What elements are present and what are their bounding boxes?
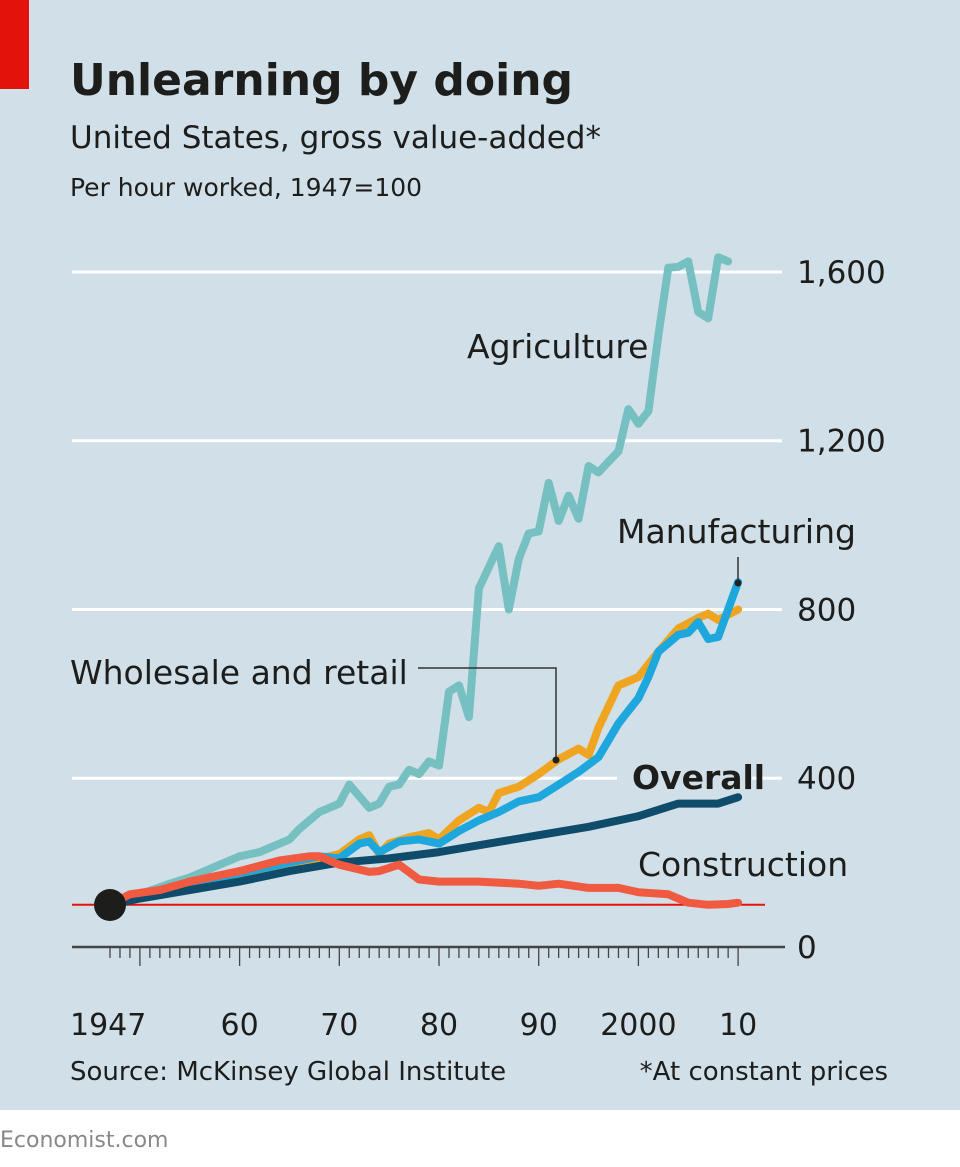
series-line-construction bbox=[106, 852, 743, 909]
x-tick-label: 10 bbox=[719, 1008, 757, 1043]
series-label-construction: Construction bbox=[638, 845, 848, 884]
y-tick-label: 400 bbox=[797, 761, 856, 797]
chart-subtitle: United States, gross value-added* bbox=[70, 120, 601, 156]
x-axis: 1947 60 70 80 90 2000 10 bbox=[70, 945, 785, 1043]
chart-title: Unlearning by doing bbox=[70, 55, 573, 106]
footnote: *At constant prices bbox=[640, 1057, 888, 1087]
wholesale-leader-line bbox=[418, 667, 557, 760]
accent-bar bbox=[0, 0, 29, 89]
series-label-wholesale: Wholesale and retail bbox=[70, 653, 408, 692]
y-tick-label: 800 bbox=[797, 592, 856, 628]
base-year-marker bbox=[94, 889, 126, 921]
wholesale-leader-dot bbox=[552, 756, 560, 764]
y-tick-label: 0 bbox=[797, 930, 817, 966]
source-note: Source: McKinsey Global Institute bbox=[70, 1057, 506, 1087]
x-tick-label: 1947 bbox=[70, 1008, 146, 1043]
x-tick-label: 70 bbox=[320, 1008, 358, 1043]
economist-footer: Economist.com bbox=[0, 1128, 168, 1153]
x-tick-label: 2000 bbox=[600, 1008, 676, 1043]
series-lines bbox=[106, 253, 743, 909]
series-label-manufacturing: Manufacturing bbox=[617, 512, 856, 551]
manufacturing-leader-dot bbox=[734, 579, 742, 587]
series-label-overall: Overall bbox=[632, 758, 765, 797]
y-axis-label: Per hour worked, 1947=100 bbox=[70, 173, 422, 202]
series-line-overall bbox=[106, 793, 743, 909]
x-tick-label: 80 bbox=[420, 1008, 458, 1043]
chart-background bbox=[0, 0, 960, 1110]
series-label-agriculture: Agriculture bbox=[467, 327, 648, 366]
series-line-agriculture bbox=[106, 253, 733, 909]
x-tick-label: 90 bbox=[520, 1008, 558, 1043]
y-tick-label: 1,600 bbox=[797, 255, 886, 291]
y-tick-labels: 0 400 800 1,200 1,600 bbox=[797, 255, 886, 966]
x-tick-label: 60 bbox=[221, 1008, 259, 1043]
y-tick-label: 1,200 bbox=[797, 424, 886, 460]
